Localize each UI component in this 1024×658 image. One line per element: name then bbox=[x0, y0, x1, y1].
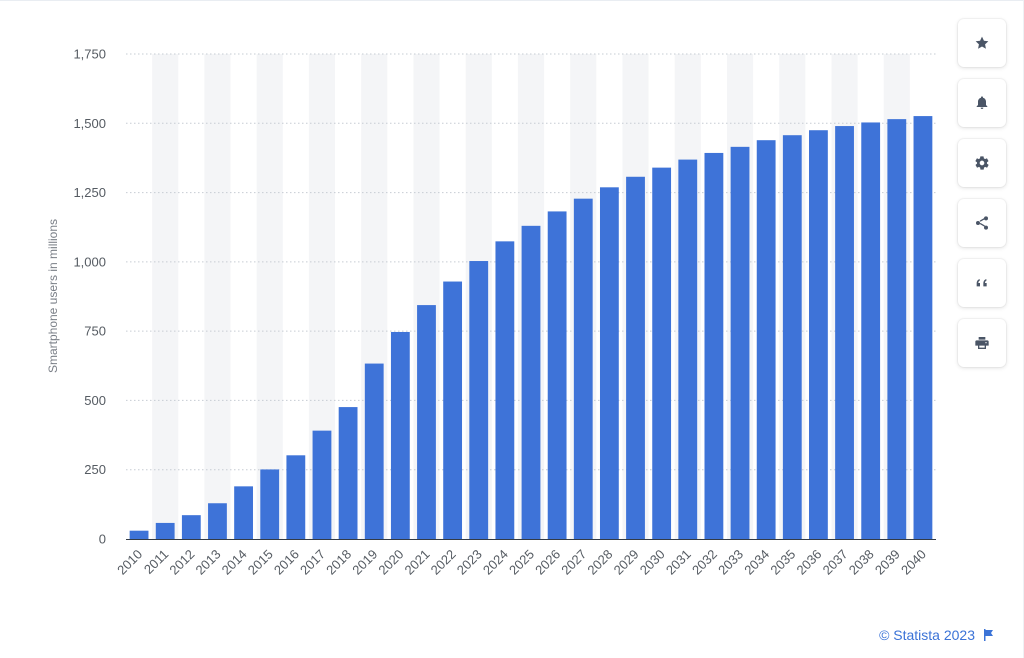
bar[interactable] bbox=[652, 167, 672, 539]
x-tick-label: 2038 bbox=[846, 547, 877, 578]
bar[interactable] bbox=[704, 152, 724, 539]
y-tick-label: 1,250 bbox=[73, 185, 106, 200]
x-tick-label: 2033 bbox=[715, 547, 746, 578]
printer-icon bbox=[975, 337, 989, 349]
bar[interactable] bbox=[887, 119, 907, 539]
bar[interactable] bbox=[260, 469, 280, 539]
x-tick-label: 2037 bbox=[820, 547, 851, 578]
x-tick-label: 2023 bbox=[454, 547, 485, 578]
bar[interactable] bbox=[234, 486, 253, 539]
x-tick-label: 2025 bbox=[506, 547, 537, 578]
bar[interactable] bbox=[208, 503, 227, 539]
x-tick-label: 2011 bbox=[141, 547, 171, 577]
bar[interactable] bbox=[286, 455, 306, 539]
x-tick-label: 2030 bbox=[637, 547, 668, 578]
background-band bbox=[256, 54, 283, 539]
x-tick-label: 2016 bbox=[271, 547, 302, 578]
y-tick-label: 1,750 bbox=[73, 47, 106, 62]
bar[interactable] bbox=[129, 530, 149, 539]
bar[interactable] bbox=[626, 176, 645, 539]
x-tick-label: 2020 bbox=[375, 547, 406, 578]
x-tick-label: 2034 bbox=[741, 547, 772, 578]
bar[interactable] bbox=[312, 430, 332, 539]
background-band bbox=[204, 54, 231, 539]
y-tick-label: 1,500 bbox=[73, 116, 106, 131]
cite-button[interactable] bbox=[958, 259, 1006, 307]
bar[interactable] bbox=[495, 241, 515, 539]
bar[interactable] bbox=[678, 159, 698, 539]
share-icon bbox=[976, 216, 988, 230]
x-tick-label: 2026 bbox=[532, 547, 563, 578]
x-tick-label: 2031 bbox=[663, 547, 694, 578]
side-toolbar bbox=[958, 19, 1008, 379]
bar[interactable] bbox=[861, 122, 881, 539]
bar[interactable] bbox=[390, 331, 410, 539]
x-tick-label: 2024 bbox=[480, 547, 511, 578]
notification-button[interactable] bbox=[958, 79, 1006, 127]
bar[interactable] bbox=[730, 146, 750, 540]
y-axis-label: Smartphone users in millions bbox=[46, 219, 60, 373]
x-tick-label: 2029 bbox=[611, 547, 642, 578]
bar[interactable] bbox=[809, 130, 828, 539]
bar[interactable] bbox=[521, 225, 541, 540]
x-tick-label: 2015 bbox=[245, 547, 276, 578]
y-tick-label: 750 bbox=[84, 324, 106, 339]
bar[interactable] bbox=[835, 126, 854, 540]
background-band bbox=[152, 54, 179, 539]
star-icon bbox=[975, 36, 989, 49]
bar[interactable] bbox=[417, 305, 436, 539]
x-axis-ticks: 2010201120122013201420152016201720182019… bbox=[114, 547, 929, 578]
favorite-button[interactable] bbox=[958, 19, 1006, 67]
x-tick-label: 2018 bbox=[323, 547, 354, 578]
x-tick-label: 2017 bbox=[297, 547, 328, 578]
bar[interactable] bbox=[338, 407, 358, 539]
y-tick-label: 500 bbox=[84, 393, 106, 408]
x-tick-label: 2039 bbox=[872, 547, 903, 578]
x-tick-label: 2021 bbox=[402, 547, 433, 578]
bar[interactable] bbox=[599, 187, 619, 539]
credit-text[interactable]: © Statista 2023 bbox=[879, 627, 975, 643]
flag-icon[interactable] bbox=[983, 629, 994, 641]
x-tick-label: 2036 bbox=[793, 547, 824, 578]
bar[interactable] bbox=[547, 211, 567, 539]
bar[interactable] bbox=[469, 261, 489, 539]
bars bbox=[129, 116, 933, 540]
bar[interactable] bbox=[573, 198, 593, 539]
y-tick-label: 250 bbox=[84, 462, 106, 477]
x-tick-label: 2032 bbox=[689, 547, 720, 578]
quote-icon bbox=[976, 279, 987, 287]
bar[interactable] bbox=[782, 135, 802, 539]
bell-icon bbox=[976, 96, 988, 109]
x-tick-label: 2010 bbox=[114, 547, 145, 578]
statista-credit[interactable]: © Statista 2023 bbox=[879, 627, 994, 643]
bar[interactable] bbox=[181, 515, 201, 539]
x-tick-label: 2027 bbox=[558, 547, 589, 578]
bar[interactable] bbox=[364, 363, 384, 539]
print-button[interactable] bbox=[958, 319, 1006, 367]
x-tick-label: 2019 bbox=[349, 547, 380, 578]
x-tick-label: 2028 bbox=[584, 547, 615, 578]
x-tick-label: 2035 bbox=[767, 547, 798, 578]
x-tick-label: 2014 bbox=[219, 547, 250, 578]
bar[interactable] bbox=[913, 116, 933, 539]
x-tick-label: 2022 bbox=[428, 547, 459, 578]
bar[interactable] bbox=[756, 140, 776, 540]
x-tick-label: 2012 bbox=[166, 547, 197, 578]
y-tick-label: 1,000 bbox=[73, 254, 106, 269]
x-tick-label: 2040 bbox=[898, 547, 929, 578]
bar[interactable] bbox=[443, 281, 463, 539]
gear-icon bbox=[975, 156, 989, 170]
settings-button[interactable] bbox=[958, 139, 1006, 187]
share-button[interactable] bbox=[958, 199, 1006, 247]
y-tick-label: 0 bbox=[99, 532, 106, 547]
x-tick-label: 2013 bbox=[193, 547, 224, 578]
y-axis-ticks: 0 250 500 750 1,000 1,250 1,500 1,750 bbox=[73, 47, 106, 547]
bar[interactable] bbox=[155, 522, 175, 539]
